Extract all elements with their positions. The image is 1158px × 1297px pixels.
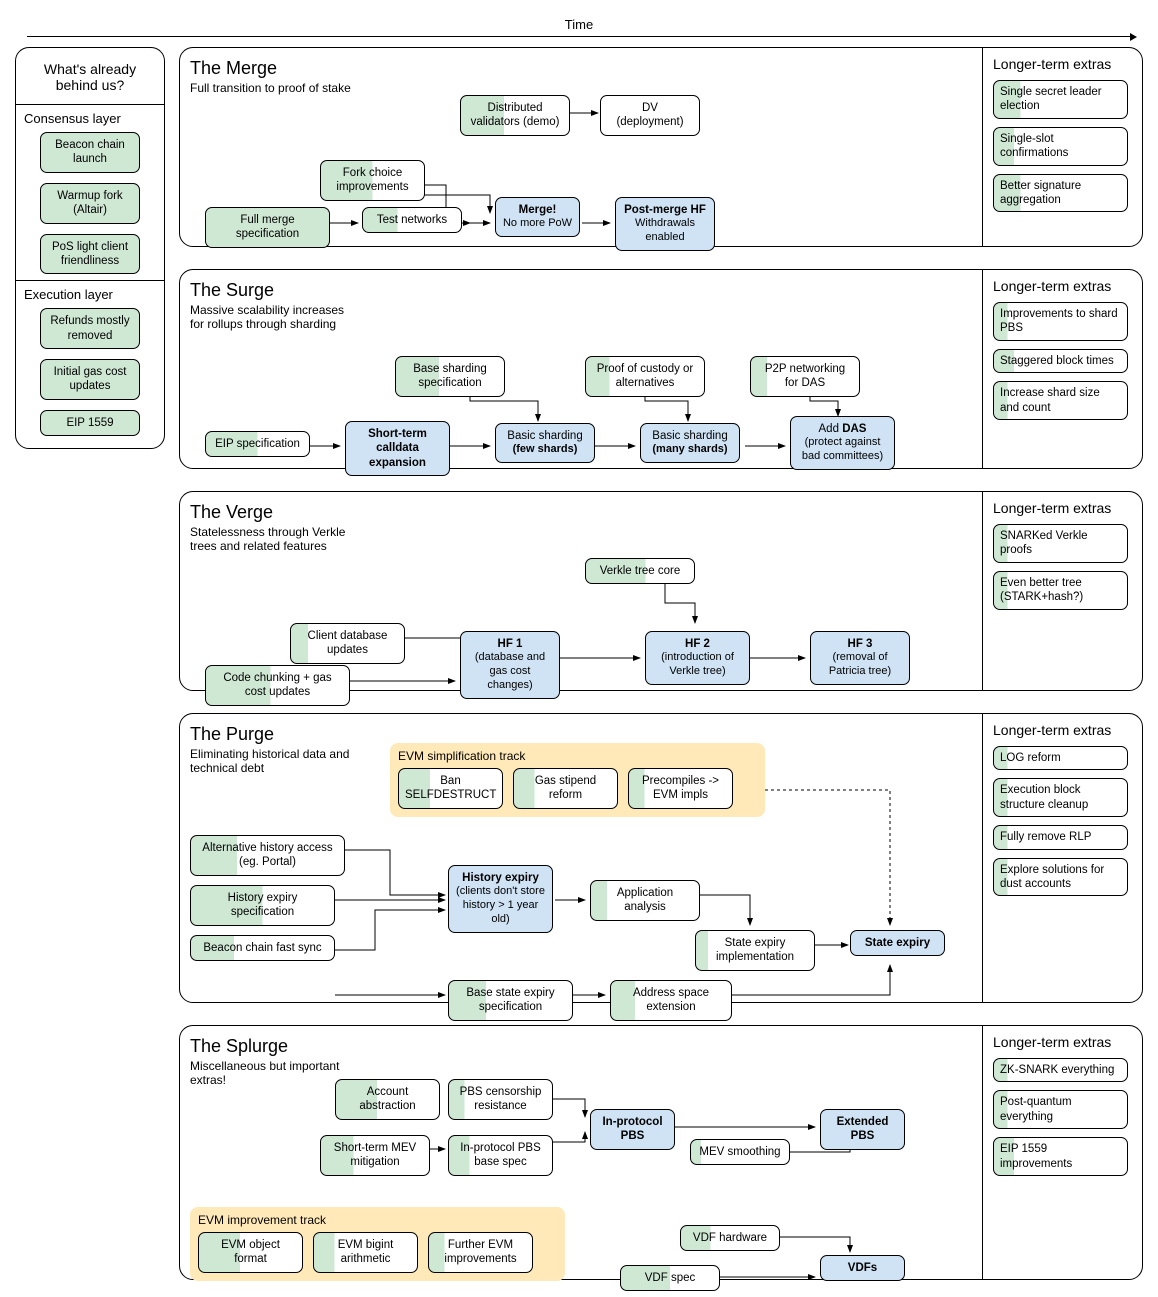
sidebar-item: Initial gas cost updates: [40, 359, 140, 400]
extra-item: Post-quantum everything: [993, 1090, 1128, 1129]
node-pbs-cr: PBS censorship resistance: [448, 1079, 553, 1120]
node-mev-st: Short-term MEV mitigation: [320, 1135, 430, 1176]
node-calldata: Short-term calldata expansion: [345, 421, 450, 476]
node-base-shard-spec: Base sharding specification: [395, 356, 505, 397]
extras-heading: Longer-term extras: [993, 1034, 1136, 1050]
extras-heading: Longer-term extras: [993, 278, 1136, 294]
node-fork-choice: Fork choice improvements: [320, 160, 425, 201]
node-testnets: Test networks: [362, 207, 462, 233]
extra-item: LOG reform: [993, 746, 1128, 770]
track-verge: Longer-term extras SNARKed Verkle proofs…: [179, 491, 1143, 691]
node-client-db: Client database updates: [290, 623, 405, 664]
node-postmerge: Post-merge HFWithdrawals enabled: [615, 197, 715, 251]
extra-item: Improvements to shard PBS: [993, 302, 1128, 341]
sidebar-item: PoS light client friendliness: [40, 234, 140, 275]
track-merge: Longer-term extras Single secret leader …: [179, 47, 1143, 247]
extra-item: Execution block structure cleanup: [993, 778, 1128, 817]
extra-item: SNARKed Verkle proofs: [993, 524, 1128, 563]
node-state-expiry: State expiry: [850, 930, 945, 956]
node-hexp-spec: History expiry specification: [190, 885, 335, 926]
node-state-impl: State expiry implementation: [695, 930, 815, 971]
track-subtitle: Full transition to proof of stake: [190, 81, 360, 95]
node-dv-deploy: DV (deployment): [600, 95, 700, 136]
extra-item: EIP 1559 improvements: [993, 1137, 1128, 1176]
time-axis-label: Time: [15, 17, 1143, 32]
extra-item: Fully remove RLP: [993, 825, 1128, 849]
node-base-state: Base state expiry specification: [448, 980, 573, 1021]
sidebar-item: EIP 1559: [40, 410, 140, 436]
node-merge: Merge!No more PoW: [495, 197, 580, 237]
node-pbs-base: In-protocol PBS base spec: [448, 1135, 553, 1176]
yellow-item: Precompiles -> EVM impls: [628, 768, 733, 809]
extra-item: Single-slot confirmations: [993, 127, 1128, 166]
node-vdfs: VDFs: [820, 1255, 905, 1281]
yellow-item: EVM bigint arithmetic: [313, 1232, 418, 1273]
sidebar-item: Refunds mostly removed: [40, 308, 140, 349]
evm-simplification-track: EVM simplification track Ban SELFDESTRUC…: [390, 743, 765, 817]
sidebar-item: Beacon chain launch: [40, 132, 140, 173]
sidebar-section-execution: Execution layer: [16, 280, 164, 302]
node-verkle-core: Verkle tree core: [585, 558, 695, 584]
node-eip-spec: EIP specification: [205, 431, 310, 457]
node-epbs: Extended PBS: [820, 1109, 905, 1150]
extras-heading: Longer-term extras: [993, 500, 1136, 516]
time-axis-line: [27, 36, 1131, 37]
track-subtitle: Statelessness through Verkle trees and r…: [190, 525, 360, 553]
node-hf3: HF 3(removal of Patricia tree): [810, 631, 910, 685]
node-das: Add DAS(protect against bad committees): [790, 416, 895, 470]
extra-item: ZK-SNARK everything: [993, 1058, 1128, 1082]
evm-improvement-track: EVM improvement track EVM object format …: [190, 1207, 565, 1281]
track-splurge: Longer-term extras ZK-SNARK everything P…: [179, 1025, 1143, 1280]
node-pbs: In-protocol PBS: [590, 1109, 675, 1150]
node-aa: Account abstraction: [335, 1079, 440, 1120]
extra-item: Increase shard size and count: [993, 381, 1128, 420]
node-many-shards: Basic sharding(many shards): [640, 423, 740, 463]
node-custody: Proof of custody or alternatives: [585, 356, 705, 397]
yellow-item: EVM object format: [198, 1232, 303, 1273]
node-hf1: HF 1(database and gas cost changes): [460, 631, 560, 699]
sidebar-section-consensus: Consensus layer: [16, 104, 164, 126]
node-dv-demo: Distributed validators (demo): [460, 95, 570, 136]
node-portal: Alternative history access (eg. Portal): [190, 835, 345, 876]
extra-item: Better signature aggregation: [993, 174, 1128, 213]
node-history-expiry: History expiry(clients don't store histo…: [448, 865, 553, 933]
yellow-item: Further EVM improvements: [428, 1232, 533, 1273]
node-vdf-hw: VDF hardware: [680, 1225, 780, 1251]
node-full-spec: Full merge specification: [205, 207, 330, 248]
track-purge: Longer-term extras LOG reform Execution …: [179, 713, 1143, 1003]
node-few-shards: Basic sharding(few shards): [495, 423, 595, 463]
extra-item: Staggered block times: [993, 349, 1128, 373]
sidebar: What's already behind us? Consensus laye…: [15, 47, 165, 1280]
node-analysis: Application analysis: [590, 880, 700, 921]
sidebar-title: What's already behind us?: [24, 56, 156, 98]
track-surge: Longer-term extras Improvements to shard…: [179, 269, 1143, 469]
node-mev-sm: MEV smoothing: [690, 1139, 790, 1165]
yellow-item: Ban SELFDESTRUCT: [398, 768, 503, 809]
sidebar-item: Warmup fork (Altair): [40, 183, 140, 224]
yellow-item: Gas stipend reform: [513, 768, 618, 809]
extra-item: Single secret leader election: [993, 80, 1128, 119]
node-addr-ext: Address space extension: [610, 980, 732, 1021]
node-vdf-spec: VDF spec: [620, 1265, 720, 1291]
track-subtitle: Massive scalability increases for rollup…: [190, 303, 360, 331]
node-p2p-das: P2P networking for DAS: [750, 356, 860, 397]
track-subtitle: Eliminating historical data and technica…: [190, 747, 360, 775]
extra-item: Even better tree (STARK+hash?): [993, 571, 1128, 610]
extras-heading: Longer-term extras: [993, 56, 1136, 72]
node-code-chunk: Code chunking + gas cost updates: [205, 665, 350, 706]
extra-item: Explore solutions for dust accounts: [993, 858, 1128, 897]
node-hf2: HF 2(introduction of Verkle tree): [645, 631, 750, 685]
extras-heading: Longer-term extras: [993, 722, 1136, 738]
node-fastsync: Beacon chain fast sync: [190, 935, 335, 961]
